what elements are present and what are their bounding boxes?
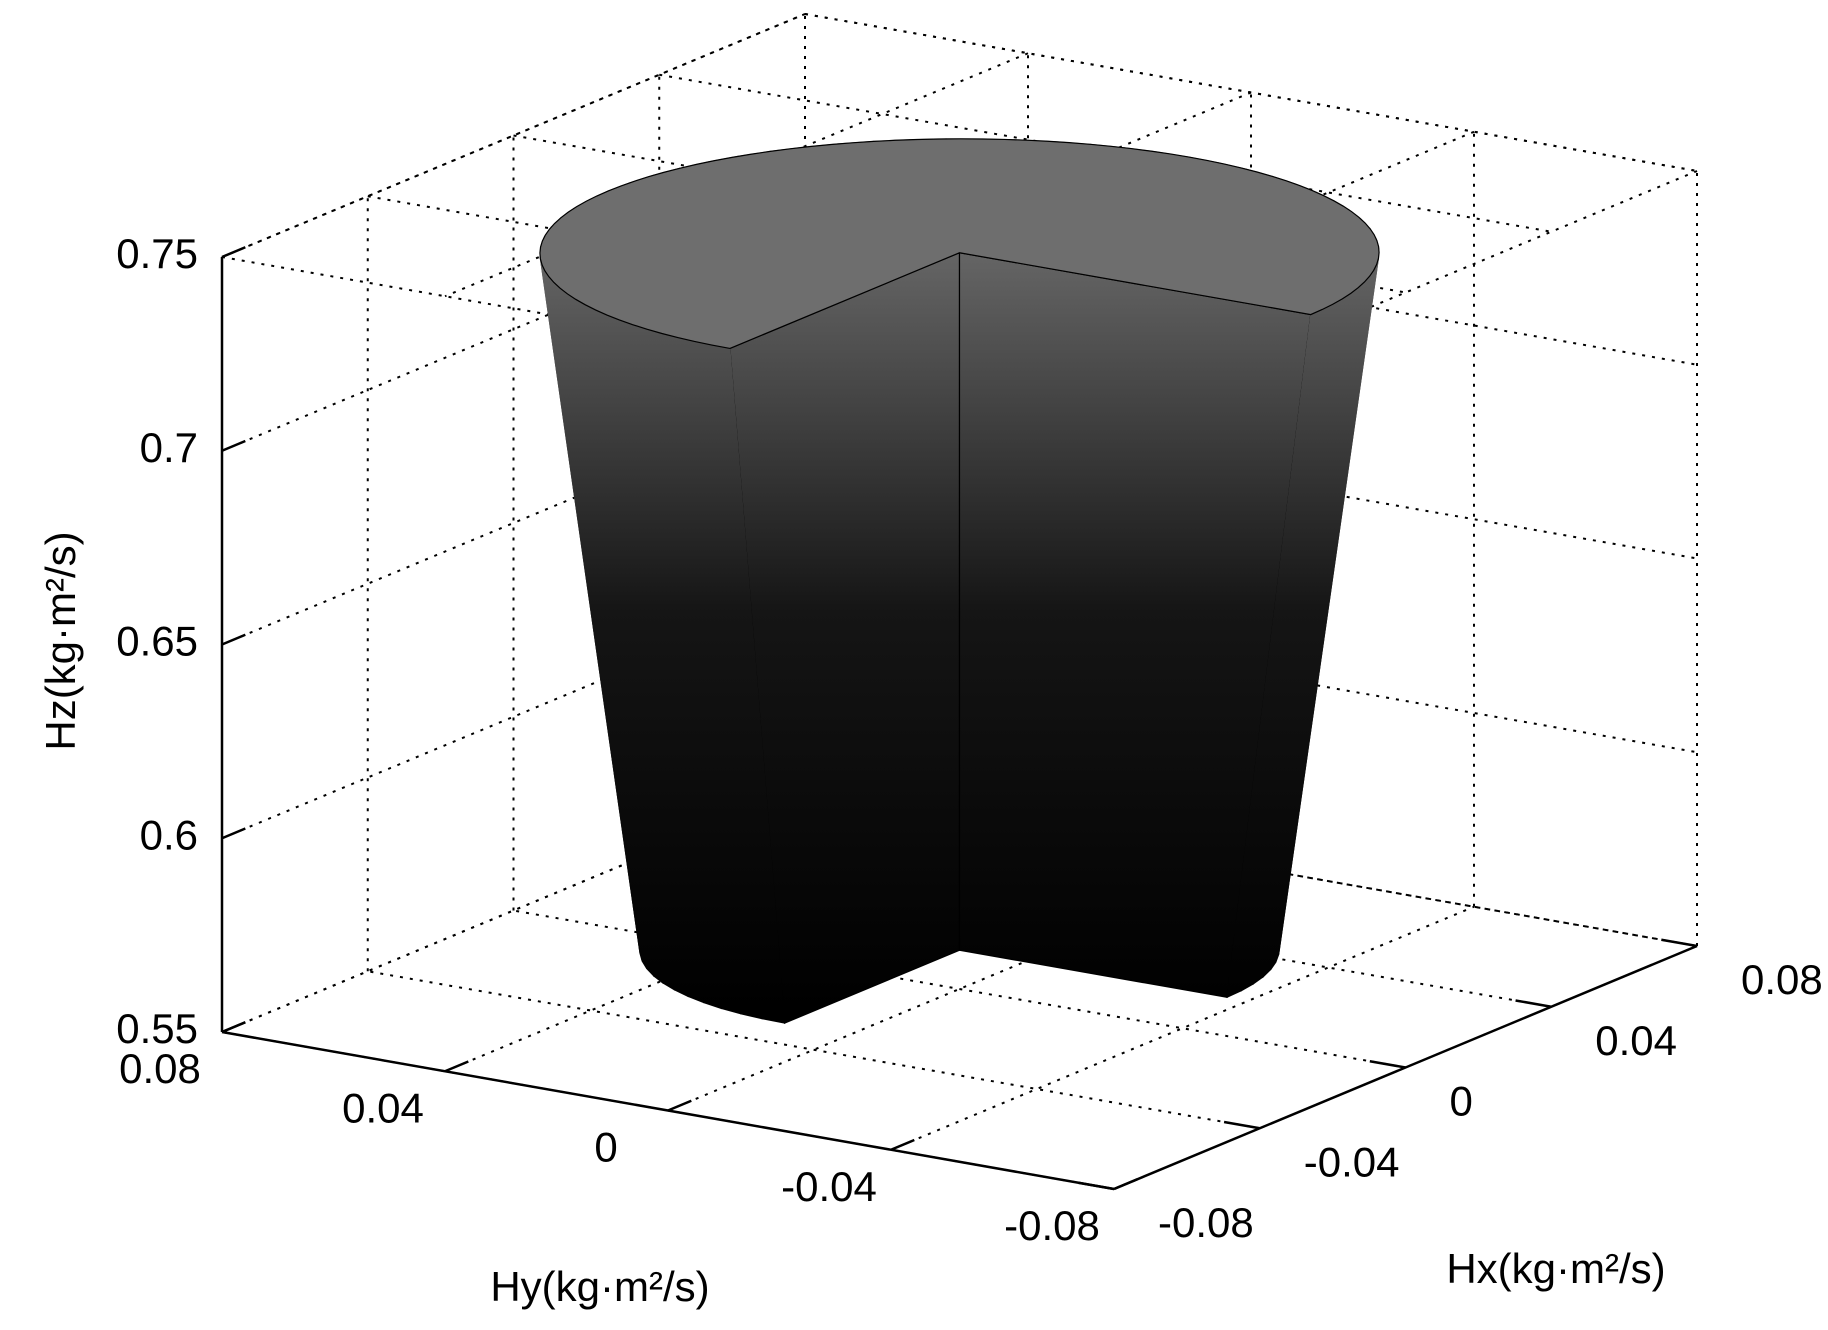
tick-mark <box>1078 1181 1115 1191</box>
tick-mark <box>221 633 246 646</box>
tick-mark <box>667 1099 692 1112</box>
grid-line <box>367 970 1260 1130</box>
y-tick-label: -0.04 <box>781 1163 877 1210</box>
tick-mark <box>1515 999 1552 1008</box>
x-tick-label: 0 <box>1450 1078 1473 1125</box>
x-tick-label: -0.04 <box>1304 1138 1400 1185</box>
tick-mark <box>1113 1178 1138 1191</box>
z-axis-title: Hz(kg·m²/s) <box>37 531 84 750</box>
tick-mark <box>1369 1059 1406 1069</box>
z-tick-label: 0.65 <box>116 618 198 665</box>
surface-top <box>539 138 1380 350</box>
tick-mark <box>444 1060 469 1073</box>
z-tick-label: 0.6 <box>140 811 198 858</box>
y-tick-label: -0.08 <box>1004 1202 1100 1249</box>
y-tick-label: 0.08 <box>119 1045 201 1092</box>
tick-mark <box>221 827 246 840</box>
y-tick-label: 0 <box>594 1124 617 1171</box>
z-tick-label: 0.75 <box>116 230 198 277</box>
tick-mark <box>1661 938 1698 948</box>
grid-line <box>804 13 1698 172</box>
z-tick-label: 0.55 <box>116 1005 198 1052</box>
tick-mark <box>890 1138 915 1151</box>
y-axis-title: Hy(kg·m²/s) <box>490 1263 709 1310</box>
z-tick-label: 0.7 <box>140 424 198 471</box>
x-axis-title: Hx(kg·m²/s) <box>1446 1245 1665 1292</box>
tick-mark <box>221 1021 246 1034</box>
tick-mark <box>221 439 246 452</box>
y-tick-label: 0.04 <box>342 1084 424 1131</box>
tick-mark <box>1223 1120 1260 1130</box>
x-tick-label: 0.04 <box>1595 1017 1677 1064</box>
x-tick-label: -0.08 <box>1158 1199 1254 1246</box>
grid-line <box>513 909 1406 1069</box>
tick-mark <box>221 246 246 259</box>
x-tick-label: 0.08 <box>1741 956 1823 1003</box>
